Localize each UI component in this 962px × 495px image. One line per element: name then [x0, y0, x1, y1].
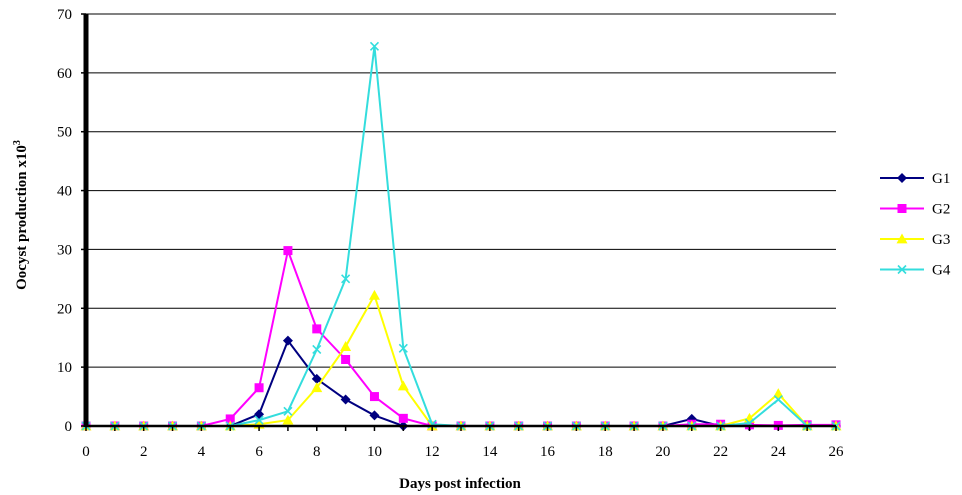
- point-G1-day-9: [340, 394, 351, 405]
- point-G4-day-9: [341, 274, 351, 284]
- x-tick-22: 22: [713, 444, 728, 460]
- legend-label-G1: G1: [932, 171, 950, 187]
- point-G2-day-8: [312, 324, 322, 334]
- x-tick-12: 12: [425, 444, 440, 460]
- x-tick-16: 16: [540, 444, 556, 460]
- point-G2-day-5: [225, 414, 235, 424]
- point-G4-day-7: [283, 406, 293, 416]
- legend-marker-G3: [896, 233, 908, 244]
- point-G2-day-9: [341, 354, 351, 364]
- x-tick-2: 2: [140, 444, 148, 460]
- gridlines: [86, 13, 836, 368]
- series-lines: [80, 41, 842, 431]
- legend-marker-G2: [897, 204, 907, 213]
- y-tick-40: 40: [57, 184, 72, 200]
- x-tick-labels: 0 2 4 6 8 10 12 14 16 18 20 22 24 26: [82, 444, 844, 460]
- legend-label-G3: G3: [932, 232, 950, 248]
- x-tick-8: 8: [313, 444, 321, 460]
- legend: G1 G2 G3 G4: [880, 171, 951, 279]
- point-G4-day-10: [369, 41, 380, 51]
- point-G4-day-8: [312, 344, 322, 355]
- point-G3-day-11: [397, 380, 409, 391]
- legend-marker-G1: [897, 173, 907, 183]
- y-tick-20: 20: [57, 301, 72, 317]
- point-G2-day-6: [254, 383, 264, 393]
- y-axis-title: Oocyst production x103: [12, 140, 30, 290]
- legend-item-G1: G1: [880, 171, 950, 187]
- point-G1-day-7: [282, 335, 293, 346]
- y-tick-30: 30: [57, 242, 72, 258]
- legend-label-G2: G2: [932, 202, 950, 218]
- y-tick-labels: 0 10 20 30 40 50 60 70: [57, 7, 72, 435]
- point-G2-day-10: [369, 392, 379, 402]
- y-tick-70: 70: [57, 7, 72, 23]
- series-G1: [81, 335, 841, 431]
- point-G4-day-11: [398, 343, 408, 353]
- point-G3-day-7: [282, 414, 294, 425]
- x-tick-20: 20: [655, 444, 670, 460]
- x-tick-0: 0: [82, 444, 90, 460]
- y-tick-10: 10: [57, 360, 72, 376]
- x-tick-26: 26: [829, 444, 845, 460]
- x-tick-18: 18: [598, 444, 613, 460]
- x-tick-6: 6: [255, 444, 263, 460]
- axes: [81, 13, 837, 431]
- y-tick-50: 50: [57, 125, 72, 141]
- x-axis-title: Days post infection: [399, 476, 521, 492]
- legend-item-G2: G2: [880, 202, 950, 218]
- series-G4: [81, 41, 841, 431]
- point-G3-day-10: [368, 289, 380, 300]
- x-tick-4: 4: [198, 444, 206, 460]
- point-G3-day-9: [340, 341, 352, 351]
- y-tick-0: 0: [65, 419, 73, 435]
- point-G2-day-7: [283, 246, 293, 256]
- line-G1: [86, 338, 836, 427]
- y-axis-title-exponent: 3: [12, 140, 23, 145]
- point-G4-day-24: [773, 394, 783, 405]
- y-tick-60: 60: [57, 66, 72, 82]
- point-G1-day-10: [369, 410, 380, 421]
- line-G4: [86, 46, 836, 427]
- series-G2: [81, 246, 841, 431]
- x-tick-10: 10: [367, 444, 382, 460]
- point-G1-day-8: [311, 373, 322, 384]
- line-G2: [86, 246, 836, 427]
- legend-item-G3: G3: [880, 232, 950, 248]
- legend-marker-G4: [897, 264, 907, 275]
- legend-label-G4: G4: [932, 263, 951, 279]
- point-G3-day-24: [772, 388, 784, 399]
- x-tick-24: 24: [771, 444, 787, 460]
- legend-item-G4: G4: [880, 263, 951, 279]
- x-tick-14: 14: [482, 444, 498, 460]
- point-G4-day-6: [254, 415, 264, 425]
- point-G2-day-11: [398, 413, 408, 423]
- series-G3: [80, 289, 842, 431]
- line-G3: [86, 292, 836, 427]
- y-axis-title-main: Oocyst production x10: [14, 145, 30, 290]
- point-G3-day-8: [311, 382, 323, 393]
